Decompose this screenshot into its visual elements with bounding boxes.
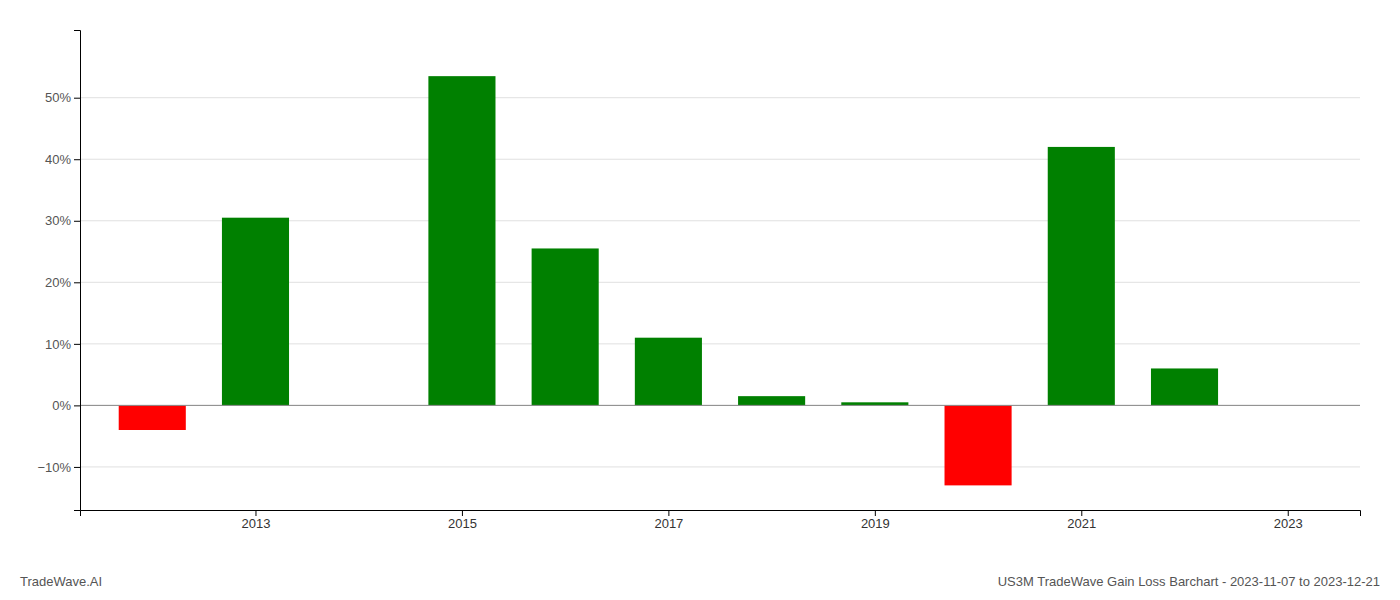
bar — [945, 405, 1012, 485]
y-tick-mark — [74, 405, 80, 406]
grid-line — [80, 159, 1360, 160]
x-tick-mark — [875, 510, 876, 516]
bar — [738, 396, 805, 405]
zero-line — [80, 405, 1360, 406]
y-tick: 20% — [45, 275, 80, 290]
y-tick: 40% — [45, 152, 80, 167]
y-tick: −10% — [37, 460, 80, 475]
footer-left: TradeWave.AI — [20, 574, 102, 589]
x-tick-label: 2019 — [861, 516, 890, 531]
y-tick: 10% — [45, 337, 80, 352]
x-tick-mark — [462, 510, 463, 516]
grid — [80, 98, 1360, 467]
chart: 2013 2015 2017 2019 2021 2023 −10% 0% 10% 20% 30% 4… — [0, 0, 1400, 600]
y-tick-label: 50% — [45, 90, 71, 105]
y-tick-mark — [74, 159, 80, 160]
y-tick-mark — [74, 282, 80, 283]
x-axis-line — [81, 511, 1361, 517]
bar — [1048, 147, 1115, 405]
x-tick-mark — [668, 510, 669, 516]
y-tick: 30% — [45, 213, 80, 228]
y-tick-mark — [74, 467, 80, 468]
x-tick: 2017 — [654, 510, 683, 531]
x-tick-mark — [255, 510, 256, 516]
x-tick-mark — [1288, 510, 1289, 516]
y-tick-label: −10% — [37, 460, 71, 475]
y-tick: 50% — [45, 90, 80, 105]
bar — [119, 405, 186, 430]
title: US3M TradeWave Gain Loss Barchart - 2023… — [998, 574, 1380, 589]
grid-line — [80, 405, 1360, 406]
y-tick-mark — [74, 221, 80, 222]
y-tick-label: 0% — [52, 398, 71, 413]
bar — [222, 218, 289, 406]
y-tick-mark — [74, 344, 80, 345]
y-tick: 0% — [52, 398, 80, 413]
x-tick: 2015 — [448, 510, 477, 531]
bars — [119, 76, 1218, 485]
bar — [428, 76, 495, 405]
x-tick-label: 2017 — [654, 516, 683, 531]
bar — [1151, 368, 1218, 405]
y-tick-label: 20% — [45, 275, 71, 290]
y-tick-label: 30% — [45, 213, 71, 228]
x-tick-mark — [1081, 510, 1082, 516]
plot: 2013 2015 2017 2019 2021 2023 −10% 0% 10% 20% 30% 4… — [37, 31, 1360, 532]
x-tick-label: 2023 — [1274, 516, 1303, 531]
x-tick-label: 2015 — [448, 516, 477, 531]
x-tick: 2019 — [861, 510, 890, 531]
grid-line — [80, 97, 1360, 98]
bar — [532, 248, 599, 405]
y-tick-label: 40% — [45, 152, 71, 167]
y-tick-label: 10% — [45, 337, 71, 352]
x-axis: 2013 2015 2017 2019 2021 2023 — [81, 510, 1361, 531]
x-tick-label: 2021 — [1067, 516, 1096, 531]
bar — [635, 338, 702, 406]
grid-line — [80, 466, 1360, 467]
y-axis: −10% 0% 10% 20% 30% 40% 50% — [37, 31, 80, 511]
y-axis-line — [74, 31, 81, 511]
y-tick-mark — [74, 98, 80, 99]
x-tick: 2013 — [242, 510, 271, 531]
x-tick: 2023 — [1274, 510, 1303, 531]
x-tick: 2021 — [1067, 510, 1096, 531]
x-tick-label: 2013 — [242, 516, 271, 531]
